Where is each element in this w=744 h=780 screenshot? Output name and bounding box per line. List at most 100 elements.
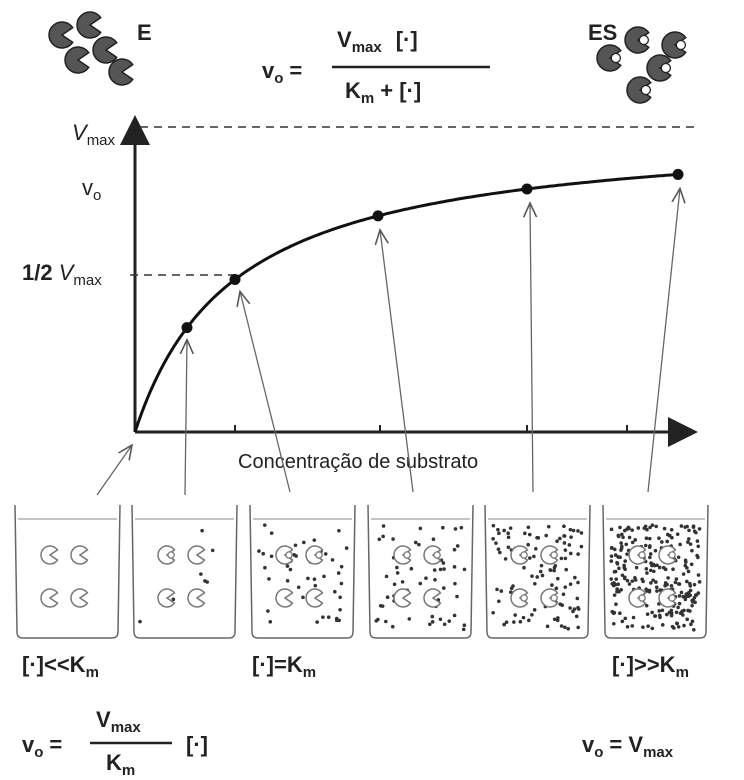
substrate-dot (654, 525, 658, 529)
substrate-dot (568, 543, 572, 547)
substrate-dot (684, 598, 688, 602)
text: K (345, 78, 361, 103)
substrate-dot (655, 589, 659, 593)
curve-point (673, 169, 684, 180)
substrate-dot (297, 585, 301, 589)
substrate-dot (609, 577, 613, 581)
substrate-dot (513, 613, 517, 617)
text: [·]=K (252, 652, 303, 677)
substrate-dot (576, 552, 580, 556)
curve (135, 169, 684, 432)
substrate-dot (652, 570, 656, 574)
substrate-dot (555, 587, 559, 591)
substrate-dot (534, 547, 538, 551)
condition-label: [·]=Km (252, 652, 316, 681)
substrate-dot (623, 575, 627, 579)
text: v (262, 58, 275, 83)
substrate-dot (507, 535, 511, 539)
substrate-dot (502, 529, 506, 533)
substrate-dot (267, 577, 271, 581)
substrate-dot (575, 615, 579, 619)
substrate-dot (655, 585, 659, 589)
beaker (15, 505, 120, 638)
substrate-dot (618, 611, 622, 615)
substrate-dot (569, 582, 573, 586)
substrate-dot (640, 577, 644, 581)
substrate-dot (430, 615, 434, 619)
substrate-dot (663, 527, 667, 531)
substrate-dot (651, 523, 655, 527)
substrate-dot (674, 581, 678, 585)
substrate-dot (653, 614, 657, 618)
substrate-dot (313, 577, 317, 581)
substrate-dot (550, 583, 554, 587)
substrate-dot (327, 615, 331, 619)
substrate-dot (555, 539, 559, 543)
substrate-dot (462, 628, 466, 632)
substrate-dot (414, 541, 418, 545)
substrate-dot (333, 590, 337, 594)
substrate (404, 552, 410, 558)
enzyme (71, 589, 87, 607)
enzyme (49, 22, 73, 48)
substrate-dot (497, 599, 501, 603)
text: max (111, 719, 142, 736)
substrate-dot (211, 549, 215, 553)
substrate-dot (613, 593, 617, 597)
rate-curve (135, 174, 678, 432)
substrate-dot (576, 597, 580, 601)
substrate-dot (670, 614, 674, 618)
enzyme-label: E (137, 20, 152, 45)
substrate-dot (382, 524, 386, 528)
substrate-dot (645, 536, 649, 540)
substrate-dot (657, 609, 661, 613)
enzyme (65, 47, 89, 73)
substrate-dot (386, 595, 390, 599)
substrate-dot (441, 526, 445, 530)
substrate-dot (689, 589, 693, 593)
substrate (676, 40, 685, 49)
top-equation: vo= Vmax[·] Km+ [·] (262, 27, 490, 107)
enzyme (41, 589, 57, 607)
substrate-dot (681, 609, 685, 613)
substrate-dot (419, 527, 423, 531)
beaker (132, 505, 237, 638)
substrate-dot (270, 531, 274, 535)
substrate-dot (523, 532, 527, 536)
substrate-dot (433, 568, 437, 572)
curve-point (230, 274, 241, 285)
substrate-dot (614, 577, 618, 581)
substrate-dot (613, 570, 617, 574)
substrate-dot (286, 564, 290, 568)
substrate-dot (393, 582, 397, 586)
substrate-dot (624, 543, 628, 547)
substrate-dot (609, 559, 613, 563)
substrate-dot (335, 619, 339, 623)
substrate (551, 552, 557, 558)
text: o (594, 744, 603, 761)
substrate-dot (205, 580, 209, 584)
substrate-dot (410, 567, 414, 571)
text: m (86, 664, 99, 681)
substrate-dot (261, 552, 265, 556)
substrate-dot (566, 627, 570, 631)
substrate-dot (576, 626, 580, 630)
substrate-dot (642, 526, 646, 530)
substrate-dot (687, 529, 691, 533)
substrate-dot (257, 549, 261, 553)
low-rate-equation: vo= Vmax Km [·] (22, 707, 208, 779)
substrate-dot (623, 559, 627, 563)
substrate-dot (541, 574, 545, 578)
substrate-dot (688, 609, 692, 613)
substrate-dot (580, 545, 584, 549)
substrate-dot (630, 528, 634, 532)
substrate-dot (675, 610, 679, 614)
substrate-dot (610, 554, 614, 558)
substrate-dot (268, 620, 272, 624)
substrate-dot (313, 584, 317, 588)
substrate-dot (340, 582, 344, 586)
substrate-dot (677, 625, 681, 629)
text: m (676, 664, 689, 681)
substrate-dot (500, 589, 504, 593)
substrate-dot (676, 606, 680, 610)
